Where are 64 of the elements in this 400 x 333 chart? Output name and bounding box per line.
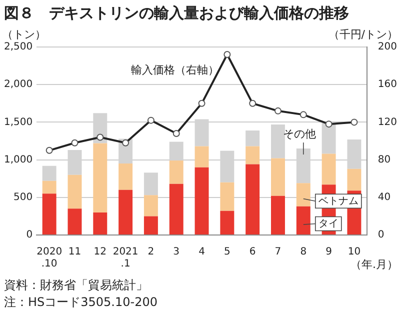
x-tick-label: 11 — [68, 246, 82, 258]
bar — [296, 183, 310, 206]
y-tick-label: 1,000 — [4, 154, 33, 166]
y2-tick-label: 160 — [378, 79, 398, 90]
text: 注：HSコード3505.10-200 — [3, 294, 158, 311]
x-tick-label: 10 — [348, 246, 361, 258]
x-tick-label: 7 — [274, 246, 282, 258]
bar — [93, 143, 108, 212]
bar — [347, 168, 362, 191]
bar — [322, 154, 336, 185]
series-label: ベトナム — [318, 196, 358, 207]
bar — [322, 122, 336, 154]
bar — [144, 172, 158, 196]
x-axis-title: （年.月） — [350, 258, 398, 271]
bar — [169, 184, 184, 234]
y-tick-label: 0 — [26, 230, 33, 241]
bar — [246, 164, 260, 234]
bar — [42, 166, 56, 181]
bar — [271, 196, 285, 234]
y2-axis-title: （千円/トン） — [328, 28, 398, 41]
bar — [296, 206, 310, 234]
bar — [144, 216, 158, 234]
x-tick-label: 2 — [148, 246, 154, 258]
bar — [118, 190, 133, 234]
bar — [246, 146, 260, 164]
bar — [93, 212, 108, 234]
series-label: その他 — [282, 127, 316, 140]
bar — [246, 130, 260, 146]
y-tick-label: 500 — [14, 192, 33, 203]
x-tick-label: 4 — [198, 246, 205, 258]
x-tick-label: 2020 .10 — [36, 246, 62, 270]
x-tick-label: 2021 .1 — [112, 246, 138, 270]
x-tick-label: 6 — [249, 246, 256, 258]
bar — [271, 158, 285, 196]
y-tick-label: 1,500 — [4, 116, 33, 128]
y-tick-label: 2,000 — [4, 79, 33, 90]
bar — [68, 208, 82, 234]
x-tick-label: 3 — [173, 246, 180, 258]
x-tick-label: 9 — [326, 246, 332, 258]
series-label: タイ — [318, 218, 338, 230]
y2-tick-label: 0 — [378, 230, 384, 241]
bar — [118, 164, 133, 190]
bar — [42, 180, 56, 194]
y2-tick-label: 200 — [378, 42, 398, 53]
y2-tick-label: 120 — [378, 116, 398, 128]
bar — [194, 146, 209, 168]
bar — [42, 194, 56, 234]
y-tick-label: 2,500 — [4, 42, 33, 53]
x-tick-label: 12 — [94, 246, 107, 258]
y-axis-title: （トン） — [2, 28, 46, 41]
bar — [220, 182, 234, 211]
x-tick-label: 5 — [224, 246, 230, 258]
chart-title: 図８ デキストリンの輸入量および輸入価格の推移 — [3, 3, 350, 24]
x-tick-label: 8 — [300, 246, 307, 258]
bar — [194, 167, 209, 234]
y2-tick-label: 40 — [378, 192, 391, 203]
bar — [220, 210, 234, 234]
bar — [169, 160, 184, 184]
bar — [271, 124, 285, 158]
bar — [68, 174, 82, 209]
text: 資料：財務省「貿易統計」 — [3, 277, 149, 294]
series-label: 輸入価格（右軸） — [131, 63, 220, 76]
bar — [144, 195, 158, 216]
y2-tick-label: 80 — [378, 154, 391, 166]
